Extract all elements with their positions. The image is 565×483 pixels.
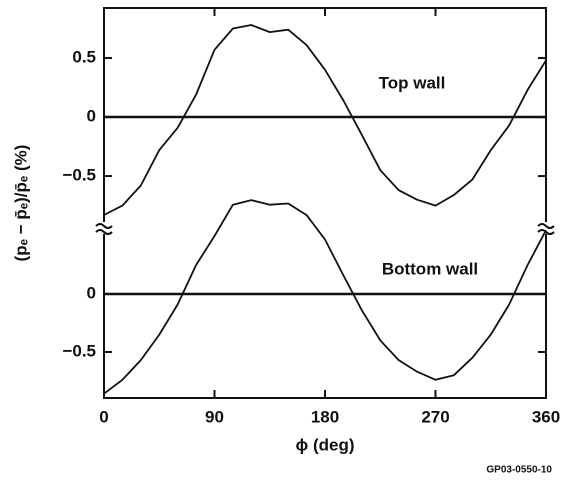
y-tick-label: 0 (87, 107, 96, 126)
y-tick-label: 0.5 (72, 48, 96, 67)
axis-break (95, 223, 555, 235)
x-tick-label: 90 (205, 407, 224, 426)
plot-frame (103, 7, 547, 399)
data-line (103, 199, 547, 395)
annotation: Bottom wall (382, 259, 478, 278)
y-tick-label: −0.5 (62, 166, 96, 185)
data-line (103, 24, 547, 216)
x-tick-label: 360 (532, 407, 560, 426)
x-tick-label: 270 (421, 407, 449, 426)
x-axis-label: ϕ (deg) (295, 435, 354, 454)
x-tick-label: 0 (99, 407, 108, 426)
figure-code: GP03-0550-10 (486, 465, 552, 476)
annotation: Top wall (379, 73, 446, 92)
x-tick-label: 180 (311, 407, 339, 426)
y-tick-label: −0.5 (62, 341, 96, 360)
y-tick-label: 0 (87, 283, 96, 302)
y-axis-label: (pₑ − p̄ₑ)/p̄ₑ (%) (11, 145, 30, 262)
